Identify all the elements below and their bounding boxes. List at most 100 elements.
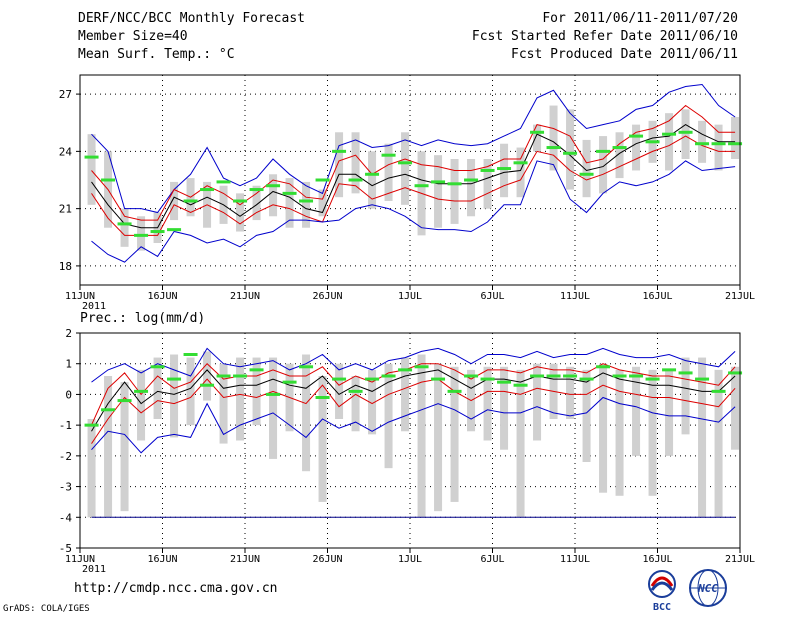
- prec-median-mark: [513, 383, 528, 387]
- temp-ensemble-box: [549, 105, 558, 171]
- prec-ensemble-box: [302, 354, 311, 472]
- temp-median-mark: [167, 228, 182, 232]
- temp-ensemble-box: [401, 132, 410, 205]
- temp-ensemble-box: [368, 151, 377, 209]
- prec-ensemble-box: [500, 366, 509, 450]
- temp-ensemble-box: [533, 124, 542, 152]
- temp-x-tick-label: 11JUL: [560, 291, 590, 302]
- prec-ensemble-box: [599, 363, 608, 493]
- temp-median-mark: [117, 222, 132, 226]
- precipitation-panel: -5 -4 -3 -2 -1 0 1 2 11JUN 16JUN 21JUN 26JUN 1JUL 6JU…: [59, 327, 755, 575]
- prec-median-mark: [480, 377, 495, 381]
- temp-median-mark: [612, 146, 627, 150]
- prec-ensemble-box: [203, 351, 212, 401]
- temp-median-mark: [200, 188, 215, 192]
- temp-x-tick-label: 21JUL: [725, 291, 755, 302]
- prec-median-mark: [381, 374, 396, 378]
- prec-series-upper: [91, 362, 736, 426]
- prec-x-tick-label: 26JUN: [312, 554, 342, 565]
- temp-median-mark: [381, 153, 396, 157]
- prec-median-mark: [645, 377, 660, 381]
- temp-median-mark: [563, 151, 578, 155]
- variable-label: Mean Surf. Temp.: °C: [78, 47, 235, 62]
- temp-y-tick-label: 27: [59, 88, 72, 101]
- temp-ensemble-box: [335, 132, 344, 198]
- fcst-produced-date: Fcst Produced Date 2011/06/11: [511, 47, 738, 62]
- temp-y-tick-label: 24: [59, 145, 73, 158]
- prec-median-mark: [150, 365, 165, 369]
- prec-year-label: 2011: [82, 564, 106, 575]
- temp-median-mark: [711, 142, 726, 146]
- temp-median-mark: [84, 155, 99, 159]
- prec-median-mark: [629, 374, 644, 378]
- source-url[interactable]: http://cmdp.ncc.cma.gov.cn: [74, 581, 278, 596]
- prec-median-mark: [563, 374, 578, 378]
- prec-ensemble-box: [648, 369, 657, 496]
- prec-ensemble-box: [401, 357, 410, 432]
- temp-ensemble-box: [318, 189, 327, 217]
- temp-ensemble-box: [615, 132, 624, 179]
- prec-x-tick-label: 16JUL: [642, 554, 672, 565]
- prec-median-mark: [695, 377, 710, 381]
- prec-median-mark: [315, 396, 330, 399]
- ncc-logo-text: NCC: [697, 582, 718, 595]
- prec-median-mark: [678, 371, 693, 375]
- temp-median-mark: [645, 140, 660, 144]
- temp-median-mark: [348, 178, 363, 182]
- temp-ensemble-box: [120, 208, 129, 247]
- prec-y-tick-label: -2: [59, 450, 72, 463]
- prec-x-tick-label: 21JUN: [230, 554, 260, 565]
- temp-median-mark: [447, 182, 462, 186]
- grads-credit: GrADS: COLA/IGES: [3, 604, 90, 614]
- prec-median-mark: [365, 377, 380, 381]
- temp-ensemble-box: [731, 117, 740, 159]
- prec-x-tick-label: 21JUL: [725, 554, 755, 565]
- temp-median-mark: [101, 178, 116, 182]
- prec-ensemble-box: [566, 366, 575, 419]
- prec-median-mark: [282, 380, 297, 384]
- temp-median-mark: [315, 178, 330, 182]
- prec-median-mark: [711, 389, 726, 393]
- prec-ensemble-box: [483, 366, 492, 441]
- temp-ensemble-box: [681, 109, 690, 159]
- prec-ensemble-box: [104, 376, 113, 518]
- prec-y-tick-label: -3: [59, 481, 72, 494]
- prec-ensemble-box: [170, 354, 179, 438]
- prec-y-tick-label: 0: [65, 388, 72, 401]
- prec-plot-frame: [79, 332, 741, 549]
- prec-median-mark: [546, 374, 561, 378]
- temp-median-mark: [414, 184, 429, 188]
- prec-ensemble-box: [731, 366, 740, 450]
- temp-ensemble-box: [285, 178, 294, 228]
- prec-ensemble-box: [137, 369, 146, 441]
- temp-median-mark: [365, 172, 380, 176]
- prec-ensemble-box: [615, 369, 624, 496]
- prec-x-tick-label: 11JUN: [65, 554, 95, 565]
- temp-median-mark: [662, 132, 677, 136]
- prec-x-tick-label: 6JUL: [480, 554, 504, 565]
- prec-ensemble-box: [450, 366, 459, 502]
- prec-ensemble-box: [533, 363, 542, 441]
- chart-title: DERF/NCC/BCC Monthly Forecast: [78, 11, 305, 26]
- temp-ensemble-box: [137, 216, 146, 251]
- prec-median-mark: [447, 389, 462, 393]
- prec-median-mark: [398, 368, 413, 372]
- temp-ensemble-box: [269, 174, 278, 217]
- temp-median-mark: [629, 134, 644, 138]
- temp-x-tick-label: 11JUN: [65, 291, 95, 302]
- member-size-label: Member Size=40: [78, 29, 188, 44]
- temp-ensemble-box: [500, 143, 509, 198]
- prec-x-tick-label: 11JUL: [560, 554, 590, 565]
- prec-ensemble-box: [269, 357, 278, 459]
- prec-median-mark: [596, 365, 611, 369]
- prec-median-mark: [431, 377, 446, 381]
- precip-panel-title: Prec.: log(mm/d): [80, 311, 205, 326]
- temp-ensemble-box: [450, 159, 459, 224]
- temp-median-mark: [183, 199, 198, 203]
- prec-y-tick-label: -5: [59, 542, 72, 555]
- temp-median-mark: [728, 142, 743, 146]
- temp-x-tick-label: 6JUL: [480, 291, 504, 302]
- prec-series-max: [91, 347, 736, 383]
- temp-ensemble-box: [87, 134, 96, 205]
- prec-median-mark: [84, 423, 99, 427]
